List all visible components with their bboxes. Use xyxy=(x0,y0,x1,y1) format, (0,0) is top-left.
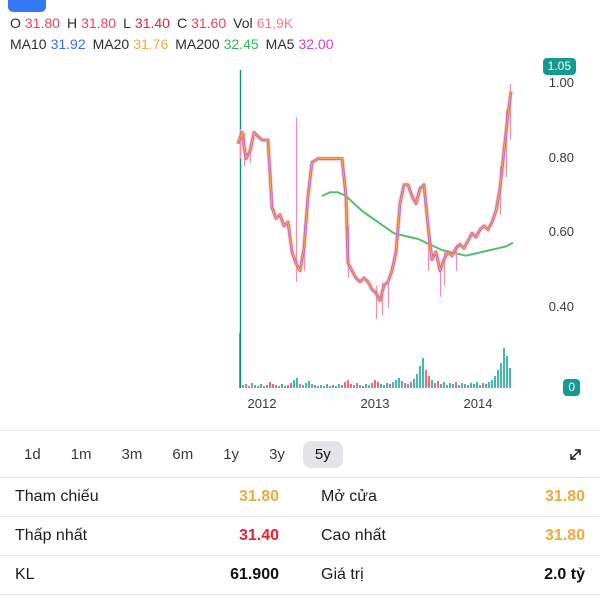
range-1y[interactable]: 1y xyxy=(223,445,240,463)
fullscreen-button[interactable] xyxy=(563,442,588,467)
ma20-indicator: MA20 31.76 xyxy=(92,36,169,52)
divider xyxy=(0,555,600,556)
range-3y[interactable]: 3y xyxy=(269,445,285,463)
ma10-indicator: MA10 31.92 xyxy=(10,36,86,52)
stat-volume: KL 61.900 xyxy=(15,566,279,583)
ma-bar: MA10 31.92 MA20 31.76 MA200 32.45 MA5 32.00 xyxy=(10,31,590,52)
stats-table: Tham chiếu 31.80 Mở cửa 31.80 Thấp nhất … xyxy=(0,478,600,595)
y-tick-080: 0.80 xyxy=(548,150,574,165)
table-row: Thấp nhất 31.40 Cao nhất 31.80 xyxy=(0,517,600,555)
divider xyxy=(0,594,600,595)
ohlc-bar: O 31.80 H 31.80 L 31.40 C 31.60 Vol 61,9K xyxy=(10,0,590,31)
ohlc-low: L 31.40 xyxy=(123,15,170,31)
divider xyxy=(0,477,600,478)
volume-badge: 0 xyxy=(563,379,580,396)
y-tick-060: 0.60 xyxy=(548,224,574,239)
price-chart[interactable]: 1.00 0.80 0.60 0.40 1.05 0 xyxy=(0,56,600,396)
ohlc-high: H 31.80 xyxy=(66,15,117,31)
x-label-2013: 2013 xyxy=(360,396,390,411)
divider xyxy=(0,516,600,517)
range-6m[interactable]: 6m xyxy=(172,445,194,463)
range-1m[interactable]: 1m xyxy=(70,445,92,463)
stat-open: Mở cửa 31.80 xyxy=(321,488,585,505)
chart-header: O 31.80 H 31.80 L 31.40 C 31.60 Vol 61,9K MA1… xyxy=(0,0,600,52)
ohlc-open: O 31.80 xyxy=(10,15,60,31)
table-row: Tham chiếu 31.80 Mở cửa 31.80 xyxy=(0,478,600,516)
stat-high: Cao nhất 31.80 xyxy=(321,527,585,544)
y-tick-040: 0.40 xyxy=(548,299,574,314)
ma5-indicator: MA5 32.00 xyxy=(265,36,334,52)
range-1d[interactable]: 1d xyxy=(24,445,41,463)
current-price-badge: 1.05 xyxy=(542,58,576,75)
expand-icon xyxy=(570,448,581,460)
table-row: KL 61.900 Giá trị 2.0 tỷ xyxy=(0,556,600,594)
x-label-2014: 2014 xyxy=(463,396,493,411)
ma200-indicator: MA200 32.45 xyxy=(175,36,259,52)
range-3m[interactable]: 3m xyxy=(121,445,143,463)
ohlc-volume: Vol 61,9K xyxy=(233,15,294,31)
stat-low: Thấp nhất 31.40 xyxy=(15,527,279,544)
divider xyxy=(0,430,600,431)
range-selector: 1d 1m 3m 6m 1y 3y 5y xyxy=(0,431,600,477)
ohlc-close: C 31.60 xyxy=(176,15,227,31)
stat-reference: Tham chiếu 31.80 xyxy=(15,488,279,505)
chart-canvas xyxy=(235,70,514,388)
x-axis-labels: 2012 2013 2014 xyxy=(0,396,600,416)
stat-value: Giá trị 2.0 tỷ xyxy=(321,566,585,583)
y-tick-100: 1.00 xyxy=(548,75,574,90)
top-left-badge[interactable] xyxy=(8,0,46,12)
x-label-2012: 2012 xyxy=(247,396,277,411)
range-5y[interactable]: 5y xyxy=(302,440,343,468)
